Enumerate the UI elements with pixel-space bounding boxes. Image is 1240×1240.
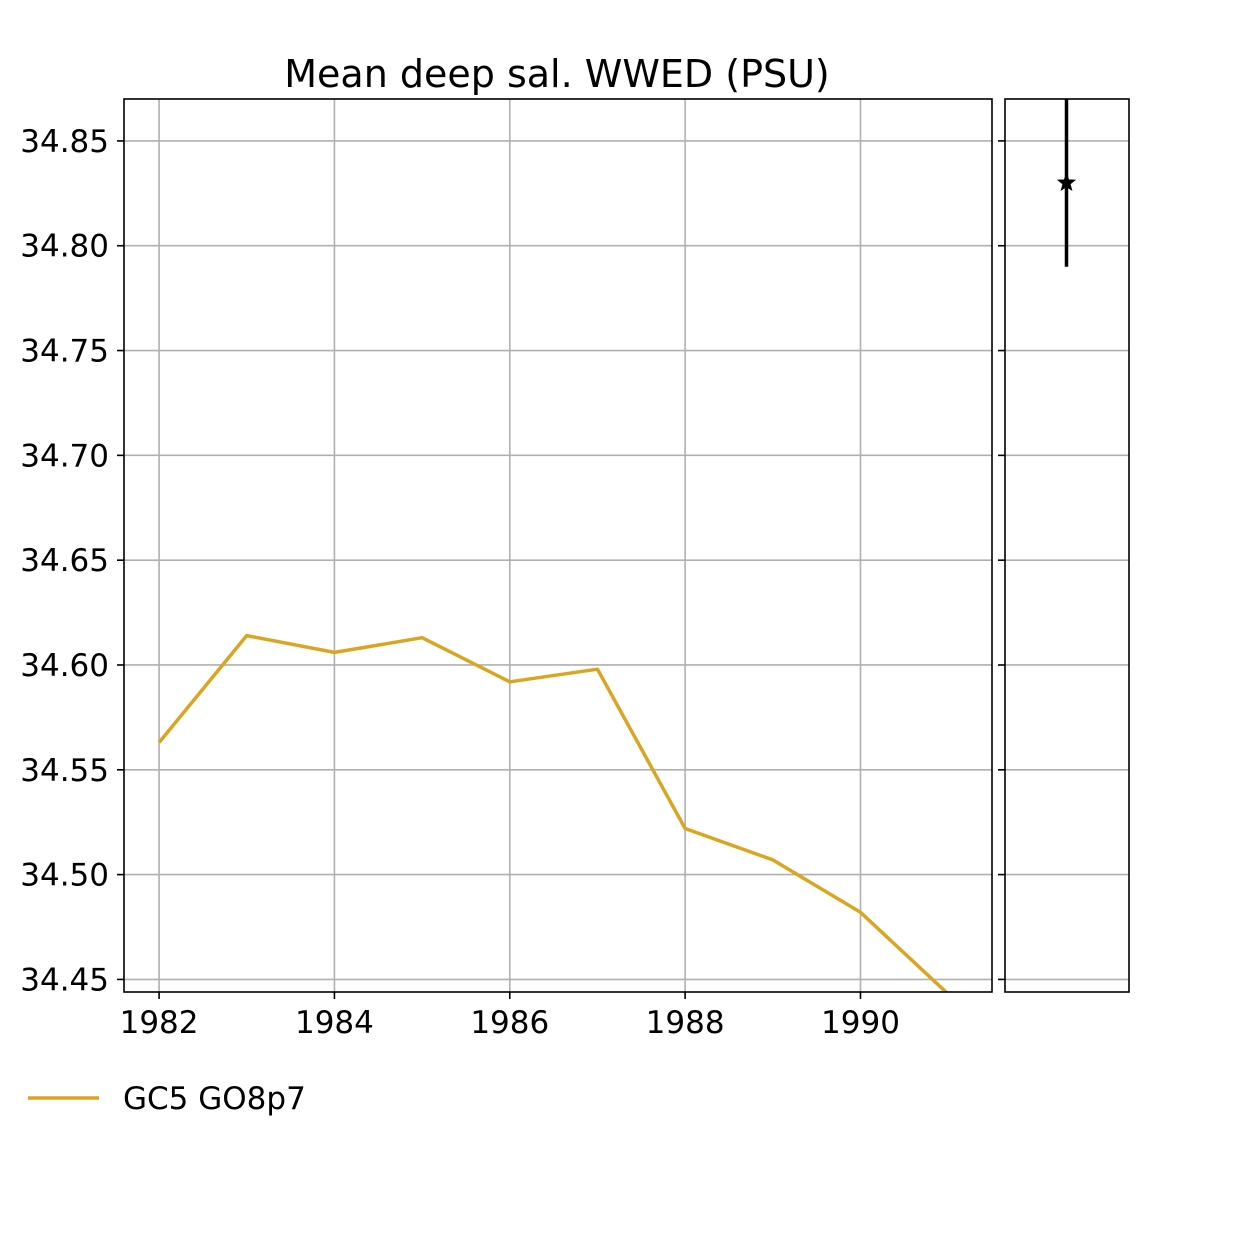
series-layer	[157, 633, 949, 992]
y-tick-label: 34.60	[20, 648, 109, 684]
x-tick-label: 1990	[821, 1005, 900, 1041]
x-tick-label: 1982	[120, 1005, 199, 1041]
x-tick-label: 1988	[646, 1005, 725, 1041]
series-line-0	[157, 633, 949, 992]
main-gridlines	[124, 99, 992, 992]
x-tick-label: 1984	[295, 1005, 374, 1041]
tick-marks	[117, 140, 1005, 999]
y-tick-label: 34.80	[20, 229, 109, 265]
chart-title: Mean deep sal. WWED (PSU)	[284, 52, 830, 96]
y-tick-label: 34.45	[20, 962, 109, 998]
y-tick-label: 34.70	[20, 438, 109, 474]
y-tick-label: 34.55	[20, 753, 109, 789]
x-tick-labels: 1982 1984 1986 1988 1990	[120, 1005, 900, 1041]
y-tick-label: 34.65	[20, 543, 109, 579]
y-tick-label: 34.85	[20, 124, 109, 160]
main-plot-frame	[123, 98, 993, 993]
side-gridlines	[1005, 140, 1129, 981]
y-tick-label: 34.75	[20, 334, 109, 370]
y-tick-label: 34.50	[20, 858, 109, 894]
legend: GC5 GO8p7	[28, 1081, 306, 1117]
y-tick-labels: 34.45 34.50 34.55 34.60 34.65 34.70 34.75 34.80…	[20, 124, 109, 998]
observation-layer	[1056, 99, 1077, 267]
observation-panel-frame	[1004, 98, 1130, 993]
legend-label-0: GC5 GO8p7	[123, 1081, 306, 1117]
x-tick-label: 1986	[470, 1005, 549, 1041]
observation-star-marker	[1056, 172, 1077, 192]
